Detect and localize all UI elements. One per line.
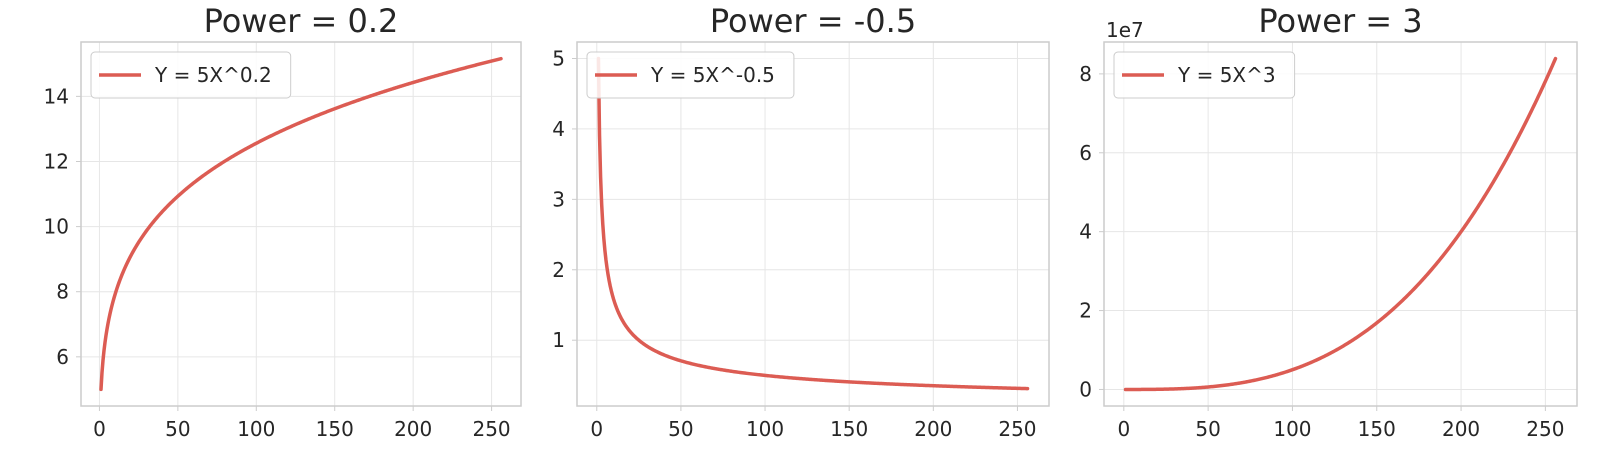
subplot-title: Power = 3 — [1258, 2, 1422, 40]
y-tick-label: 10 — [44, 215, 69, 239]
y-tick-label: 2 — [1079, 299, 1092, 323]
series-line — [1123, 56, 1558, 392]
x-tick-label: 150 — [830, 417, 868, 441]
plot-frame — [576, 41, 1050, 407]
legend-label: Y = 5X^0.2 — [154, 63, 272, 87]
y-tick-label: 1 — [552, 328, 565, 352]
series-line — [99, 56, 503, 392]
x-tick-label: 150 — [1358, 417, 1396, 441]
gridlines — [577, 42, 1049, 406]
x-tick-label: 250 — [1526, 417, 1564, 441]
x-tick-label: 100 — [1273, 417, 1311, 441]
x-tick-label: 150 — [316, 417, 354, 441]
x-tick-label: 0 — [93, 417, 106, 441]
legend: Y = 5X^0.2 — [90, 51, 292, 99]
x-tick-label: 50 — [165, 417, 190, 441]
x-tick-label: 200 — [1442, 417, 1480, 441]
legend-box — [90, 51, 292, 99]
legend-label: Y = 5X^3 — [1177, 63, 1276, 87]
axes: 0 50 100 150 200 250 1 2 3 4 5 — [552, 47, 1036, 441]
axes: 0 50 100 150 200 250 0 2 4 6 8 — [1079, 62, 1564, 441]
x-tick-label: 200 — [914, 417, 952, 441]
plot-frame — [80, 41, 522, 407]
y-tick-label: 14 — [44, 84, 69, 108]
x-tick-label: 50 — [668, 417, 693, 441]
y-tick-label: 5 — [552, 47, 565, 71]
x-tick-label: 50 — [1195, 417, 1220, 441]
legend-label: Y = 5X^-0.5 — [650, 63, 775, 87]
subplot-power-neg-0-5: Power = -0.5 0 50 100 150 200 250 1 2 3 4 5 Y = 5X^… — [552, 2, 1050, 441]
y-tick-label: 4 — [1079, 220, 1092, 244]
y-tick-label: 6 — [56, 345, 69, 369]
x-tick-label: 100 — [237, 417, 275, 441]
y-tick-label: 4 — [552, 117, 565, 141]
y-tick-label: 3 — [552, 187, 565, 211]
subplot-power-0-2: Power = 0.2 0 50 100 150 200 250 6 8 10 12 14 Y = 5… — [44, 2, 522, 441]
legend: Y = 5X^-0.5 — [586, 51, 795, 99]
plot-frame — [1103, 41, 1578, 407]
axes: 0 50 100 150 200 250 6 8 10 12 14 — [44, 84, 511, 441]
y-offset-text: 1e7 — [1106, 18, 1144, 42]
subplot-title: Power = -0.5 — [710, 2, 916, 40]
x-tick-label: 250 — [472, 417, 510, 441]
y-tick-label: 8 — [1079, 62, 1092, 86]
legend-box — [1113, 51, 1296, 99]
x-tick-label: 0 — [1117, 417, 1130, 441]
x-tick-label: 100 — [746, 417, 784, 441]
legend: Y = 5X^3 — [1113, 51, 1296, 99]
x-tick-label: 0 — [590, 417, 603, 441]
subplot-title: Power = 0.2 — [204, 2, 399, 40]
x-tick-label: 250 — [998, 417, 1036, 441]
y-tick-label: 6 — [1079, 141, 1092, 165]
y-tick-label: 8 — [56, 280, 69, 304]
x-tick-label: 200 — [394, 417, 432, 441]
subplot-power-3: Power = 3 1e7 0 50 100 150 200 250 0 2 4 6 8 Y = 5X… — [1079, 2, 1578, 441]
y-tick-label: 0 — [1079, 377, 1092, 401]
series-line — [596, 56, 1030, 391]
y-tick-label: 2 — [552, 258, 565, 282]
legend-box — [586, 51, 795, 99]
y-tick-label: 12 — [44, 149, 69, 173]
